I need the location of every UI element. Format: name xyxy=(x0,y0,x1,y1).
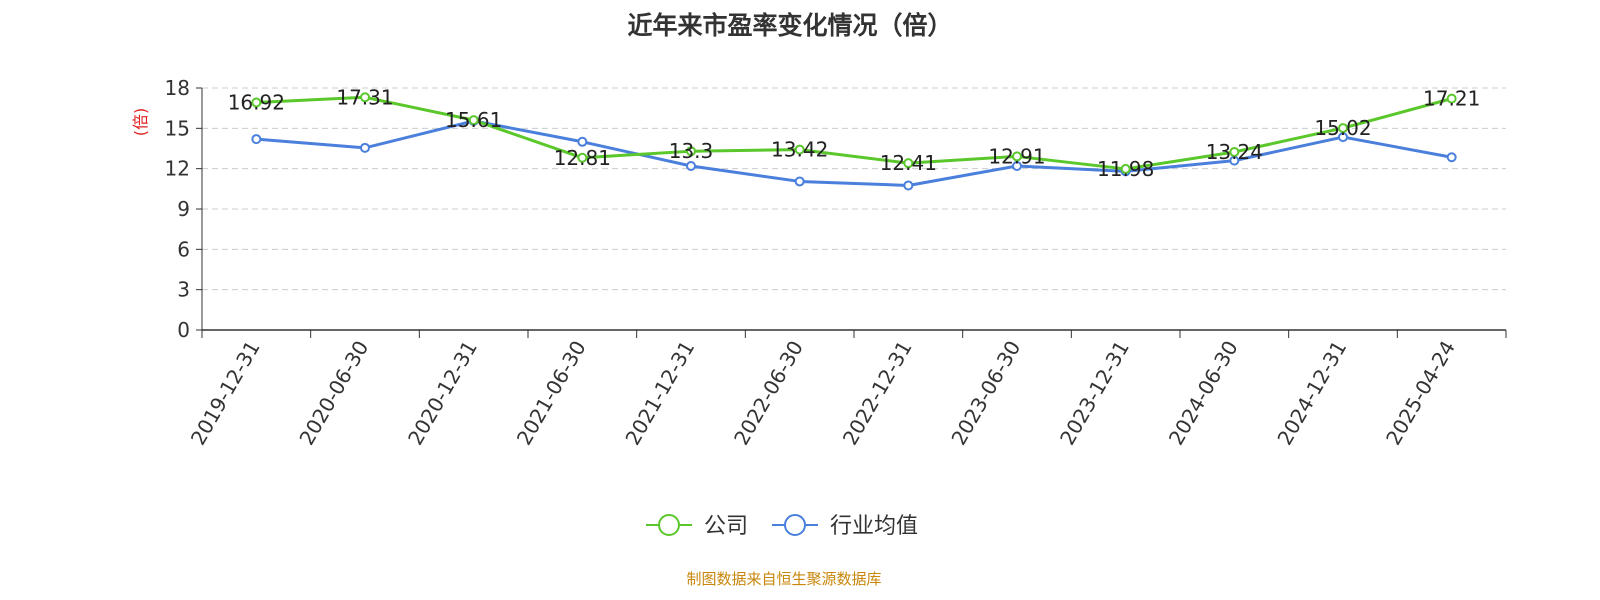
y-tick-label: 15 xyxy=(165,116,190,140)
y-tick-label: 0 xyxy=(177,318,190,342)
series-1-point[interactable] xyxy=(903,180,914,191)
x-tick-label: 2020-06-30 xyxy=(294,337,373,450)
data-labels: 16.92 17.31 15.61 12.81 13.3 13.42 12.41 12.91 1… xyxy=(228,85,1481,181)
data-label: 15.61 xyxy=(445,108,502,132)
series-line-1 xyxy=(256,119,1452,187)
x-tick-label: 2023-12-31 xyxy=(1055,337,1134,450)
legend[interactable]: 公司 行业均值 xyxy=(646,514,918,539)
x-tick-label: 2019-12-31 xyxy=(186,337,265,450)
legend-item-0[interactable]: 公司 xyxy=(646,514,748,539)
series-1-point[interactable] xyxy=(1012,160,1022,171)
x-tick-label: 2021-06-30 xyxy=(512,337,591,450)
legend-label: 公司 xyxy=(704,514,748,539)
series-0-point[interactable] xyxy=(1012,151,1022,162)
series-lines xyxy=(251,92,1457,191)
legend-marker xyxy=(784,514,806,536)
series-0-point[interactable] xyxy=(794,144,805,155)
data-label: 16.92 xyxy=(228,91,285,115)
x-tick-label: 2024-06-30 xyxy=(1164,337,1243,450)
data-source-note: 制图数据来自恒生聚源数据库 xyxy=(686,570,881,588)
y-tick-label: 6 xyxy=(177,237,190,261)
series-0-point[interactable] xyxy=(468,115,479,126)
x-tick-label: 2022-06-30 xyxy=(729,337,808,450)
series-0-point[interactable] xyxy=(686,146,696,157)
series-1-point[interactable] xyxy=(1338,132,1348,143)
legend-item-1[interactable]: 行业均值 xyxy=(772,514,918,539)
series-0-point[interactable] xyxy=(577,152,588,163)
y-tick-label: 12 xyxy=(165,157,190,181)
data-label: 13.42 xyxy=(771,138,828,162)
series-1-point[interactable] xyxy=(686,160,696,171)
series-1-point[interactable] xyxy=(1446,152,1457,163)
series-0-point[interactable] xyxy=(360,92,370,103)
data-label: 12.41 xyxy=(880,151,937,175)
series-1-point[interactable] xyxy=(794,176,805,187)
series-1-point[interactable] xyxy=(360,142,370,153)
data-label: 12.91 xyxy=(988,144,1045,168)
data-label: 17.21 xyxy=(1423,87,1480,111)
y-axis-label: (倍) xyxy=(131,108,150,137)
data-label: 13.24 xyxy=(1206,140,1263,164)
chart-title: 近年来市盈率变化情况（倍） xyxy=(627,11,952,40)
x-tick-label: 2020-12-31 xyxy=(403,337,482,450)
x-tick-label: 2024-12-31 xyxy=(1272,337,1351,450)
x-tick-label: 2021-12-31 xyxy=(620,337,699,450)
series-0-point[interactable] xyxy=(1120,163,1131,174)
legend-marker xyxy=(658,514,680,536)
x-tick-label: 2025-04-24 xyxy=(1381,337,1460,450)
x-tick-label: 2022-12-31 xyxy=(838,337,917,450)
y-tick-label: 9 xyxy=(177,197,190,221)
y-tick-label: 3 xyxy=(177,278,190,302)
x-tick-label: 2023-06-30 xyxy=(946,337,1025,450)
data-label: 17.31 xyxy=(336,85,393,109)
axes: 0 3 6 9 12 15 18 2019-12-31 2020-06-30 2020-12-31… xyxy=(165,76,1507,450)
y-tick-label: 18 xyxy=(165,76,190,100)
series-0-point[interactable] xyxy=(251,97,262,108)
series-1-point[interactable] xyxy=(251,134,262,145)
series-0-point[interactable] xyxy=(903,158,914,169)
series-0-point[interactable] xyxy=(1229,146,1240,157)
legend-label: 行业均值 xyxy=(830,514,918,539)
series-0-point[interactable] xyxy=(1338,123,1348,134)
grid-lines xyxy=(202,87,1506,291)
series-line-0 xyxy=(256,95,1453,171)
data-label: 11.98 xyxy=(1097,157,1154,181)
series-0-point[interactable] xyxy=(1446,93,1457,104)
data-label: 13.3 xyxy=(669,139,714,163)
series-1-point[interactable] xyxy=(577,136,588,147)
data-label: 12.81 xyxy=(554,146,611,170)
data-label: 15.02 xyxy=(1314,116,1371,140)
